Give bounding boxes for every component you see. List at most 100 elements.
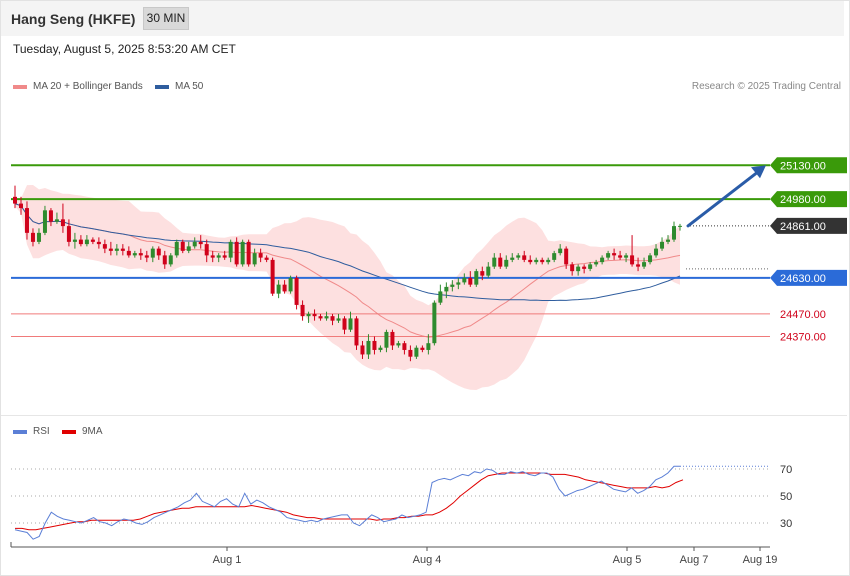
candle-body bbox=[60, 219, 65, 227]
candle-body bbox=[240, 241, 245, 265]
legend-rsi-label: RSI bbox=[33, 426, 50, 437]
level-label-4: 24470.00 bbox=[780, 309, 826, 321]
candle-body bbox=[120, 248, 125, 251]
candle-body bbox=[180, 241, 185, 251]
candle-body bbox=[534, 259, 539, 263]
candle-body bbox=[450, 284, 455, 287]
candle-body bbox=[276, 284, 281, 294]
level-label-0: 25130.00 bbox=[770, 157, 847, 174]
candle-body bbox=[366, 340, 371, 355]
candle-body bbox=[330, 316, 335, 321]
candle-body bbox=[384, 331, 389, 348]
candle-body bbox=[576, 266, 581, 272]
candle-body bbox=[642, 262, 647, 267]
candle-body bbox=[126, 250, 131, 256]
level-label-text: 24861.00 bbox=[780, 221, 826, 233]
level-label-3: 24630.00 bbox=[770, 269, 847, 286]
x-tick-label: Aug 1 bbox=[213, 554, 242, 566]
candle-body bbox=[198, 241, 203, 245]
legend-rsi: RSI bbox=[13, 426, 50, 437]
x-tick-label: Aug 19 bbox=[743, 554, 778, 566]
candle-body bbox=[222, 255, 227, 258]
bollinger-band bbox=[15, 185, 680, 390]
candle-body bbox=[480, 271, 485, 276]
projection-arrow-head bbox=[751, 165, 766, 179]
candle-body bbox=[492, 257, 497, 267]
candle-body bbox=[522, 255, 527, 260]
candle-body bbox=[42, 210, 47, 233]
candle-body bbox=[588, 264, 593, 269]
candle-body bbox=[210, 255, 215, 258]
candle-body bbox=[204, 244, 209, 256]
rsi-tick-label-30: 30 bbox=[780, 518, 792, 530]
legend-rsi-swatch bbox=[13, 429, 27, 434]
candle-body bbox=[504, 259, 509, 267]
candle-body bbox=[630, 255, 635, 265]
candle-body bbox=[18, 203, 23, 209]
candle-body bbox=[348, 318, 353, 330]
candle-body bbox=[612, 253, 617, 256]
candle-body bbox=[342, 318, 347, 330]
candle-body bbox=[600, 257, 605, 263]
level-label-text: 25130.00 bbox=[780, 160, 826, 172]
candle-body bbox=[168, 255, 173, 265]
level-label-5: 24370.00 bbox=[780, 331, 826, 343]
candle-body bbox=[360, 345, 365, 355]
legend-ma20-label: MA 20 + Bollinger Bands bbox=[33, 81, 143, 92]
candle-body bbox=[318, 316, 323, 319]
candle-body bbox=[264, 257, 269, 260]
timestamp: Tuesday, August 5, 2025 8:53:20 AM CET bbox=[13, 42, 236, 56]
candle-body bbox=[396, 343, 401, 346]
candle-body bbox=[402, 343, 407, 350]
projection-arrow-shaft bbox=[686, 168, 762, 228]
legend-9ma-label: 9MA bbox=[82, 426, 103, 437]
candle-body bbox=[252, 253, 257, 265]
candle-body bbox=[432, 302, 437, 344]
candle-body bbox=[24, 208, 29, 233]
candle-body bbox=[108, 248, 113, 251]
chart-title: Hang Seng (HKFE) bbox=[11, 11, 136, 27]
x-tick-label: Aug 5 bbox=[613, 554, 642, 566]
candle-body bbox=[546, 259, 551, 263]
candle-body bbox=[672, 226, 677, 240]
candle-body bbox=[54, 219, 59, 222]
candle-body bbox=[486, 266, 491, 276]
level-label-badge bbox=[770, 157, 847, 174]
candle-body bbox=[234, 241, 239, 265]
header-bar bbox=[1, 1, 844, 36]
candle-body bbox=[228, 241, 233, 258]
candle-body bbox=[30, 232, 35, 242]
candle-body bbox=[564, 248, 569, 265]
candle-body bbox=[654, 248, 659, 256]
candles-group bbox=[13, 185, 682, 362]
candle-body bbox=[498, 257, 503, 267]
legend-9ma-swatch bbox=[62, 429, 76, 434]
candle-body bbox=[666, 239, 671, 242]
candle-body bbox=[438, 291, 443, 303]
candle-body bbox=[468, 277, 473, 285]
candle-body bbox=[156, 248, 161, 256]
candle-body bbox=[312, 313, 317, 317]
candle-body bbox=[336, 318, 341, 321]
legend-ma20-swatch bbox=[13, 84, 27, 89]
level-label-text: 24370.00 bbox=[780, 331, 826, 343]
level-label-text: 24630.00 bbox=[780, 273, 826, 285]
candle-body bbox=[144, 255, 149, 258]
candle-body bbox=[13, 196, 17, 204]
candle-body bbox=[558, 248, 563, 254]
level-label-1: 24980.00 bbox=[770, 191, 847, 208]
rsi-line bbox=[14, 465, 680, 540]
candle-body bbox=[420, 347, 425, 350]
level-label-badge bbox=[770, 269, 847, 286]
candle-body bbox=[624, 255, 629, 258]
candle-body bbox=[132, 253, 137, 256]
candle-body bbox=[192, 241, 197, 247]
candle-body bbox=[300, 304, 305, 317]
candle-body bbox=[174, 241, 179, 256]
candle-body bbox=[378, 347, 383, 350]
timeframe-button[interactable]: 30 MIN bbox=[143, 7, 189, 30]
candle-body bbox=[162, 255, 167, 265]
candle-body bbox=[648, 255, 653, 263]
candle-body bbox=[444, 286, 449, 292]
